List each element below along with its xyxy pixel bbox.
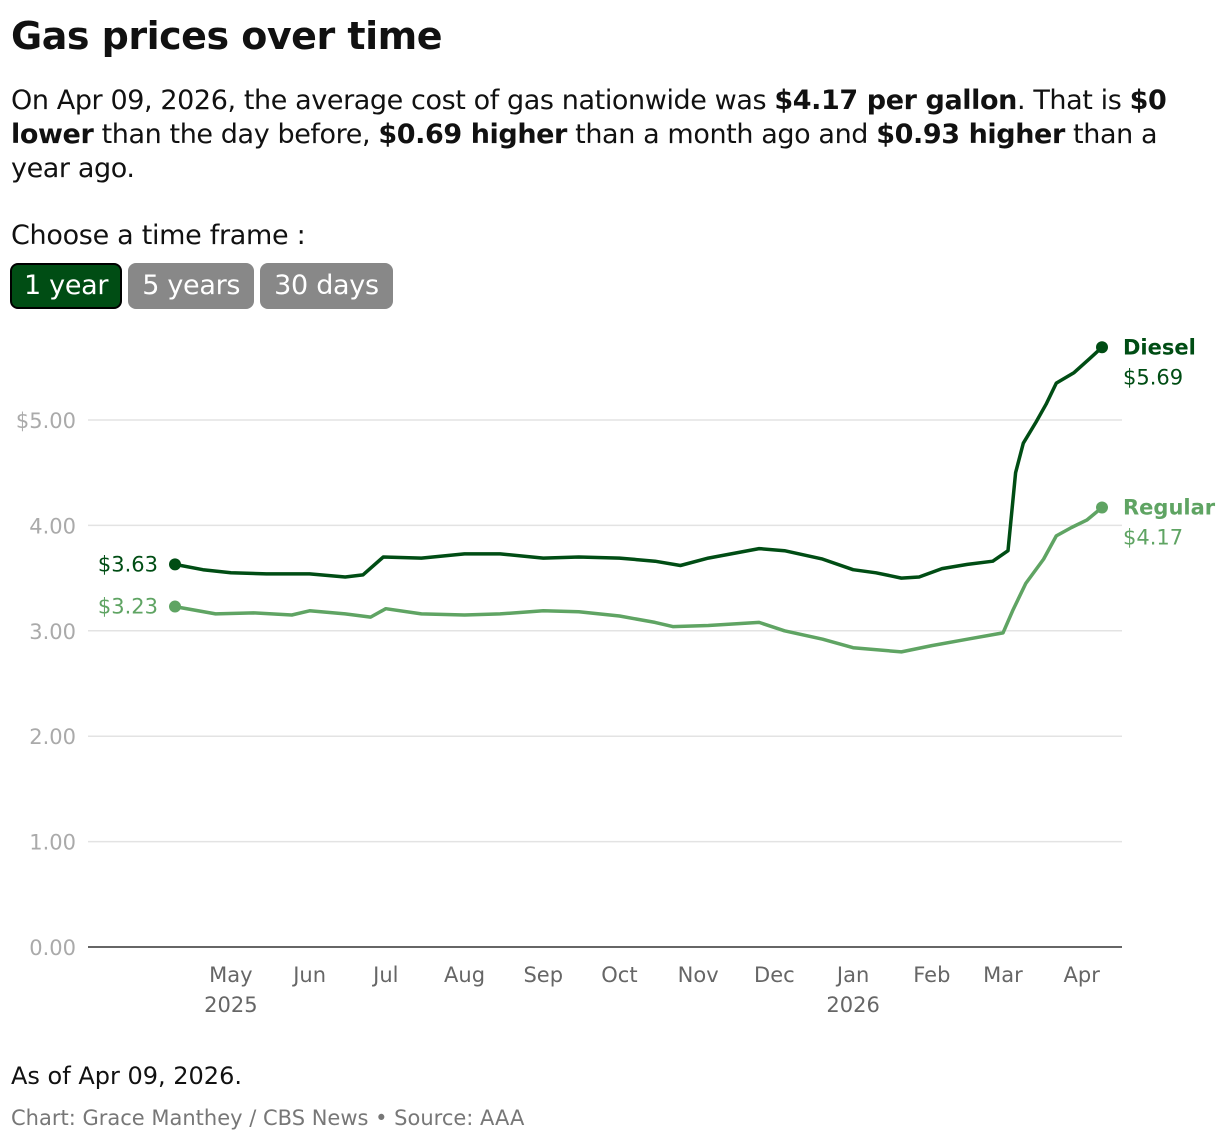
x-tick-year-label: 2025 bbox=[204, 993, 257, 1017]
summary-part: than a year ago. bbox=[11, 119, 1158, 184]
x-tick-label: Sep bbox=[523, 963, 563, 987]
x-tick-label: Apr bbox=[1064, 963, 1101, 987]
timeframe-30-days-button[interactable]: 30 days bbox=[260, 263, 393, 309]
diesel-series-name: Diesel bbox=[1123, 335, 1196, 359]
year-change: $0.93 higher bbox=[876, 119, 1065, 150]
summary-text: On Apr 09, 2026, the average cost of gas… bbox=[11, 84, 1201, 186]
diesel-start-label: $3.63 bbox=[98, 552, 158, 576]
x-tick-label: Mar bbox=[983, 963, 1023, 987]
x-tick-label: Jun bbox=[291, 963, 326, 987]
timeframe-label: Choose a time frame : bbox=[11, 220, 306, 251]
page-title: Gas prices over time bbox=[11, 14, 442, 58]
current-price: $4.17 per gallon bbox=[774, 85, 1017, 116]
diesel-end-label: $5.69 bbox=[1123, 365, 1183, 389]
x-tick-label: Nov bbox=[678, 963, 719, 987]
month-change: $0.69 higher bbox=[378, 119, 567, 150]
regular-end-label: $4.17 bbox=[1123, 525, 1183, 549]
regular-end-marker bbox=[1096, 501, 1108, 514]
timeframe-buttons: 1 year 5 years 30 days bbox=[10, 263, 393, 309]
regular-start-label: $3.23 bbox=[98, 595, 158, 619]
regular-start-marker bbox=[169, 600, 181, 613]
y-tick-label: 1.00 bbox=[29, 831, 76, 855]
x-tick-label: Aug bbox=[444, 963, 485, 987]
diesel-start-marker bbox=[169, 558, 181, 571]
x-tick-label: Dec bbox=[754, 963, 795, 987]
y-tick-label: 4.00 bbox=[29, 514, 76, 538]
summary-part: than a month ago and bbox=[566, 119, 877, 150]
credit-line: Chart: Grace Manthey / CBS News • Source… bbox=[11, 1106, 525, 1130]
timeframe-1-year-button[interactable]: 1 year bbox=[10, 263, 123, 309]
x-tick-label: Jul bbox=[371, 963, 398, 987]
x-tick-year-label: 2026 bbox=[826, 993, 879, 1017]
x-tick-label: May bbox=[209, 963, 252, 987]
summary-part: . That is bbox=[1016, 85, 1130, 116]
x-tick-label: Oct bbox=[601, 963, 637, 987]
regular-series-name: Regular bbox=[1123, 495, 1216, 519]
day-change: $0 lower bbox=[11, 85, 1167, 150]
regular-line bbox=[174, 506, 1104, 654]
x-tick-label: Feb bbox=[913, 963, 950, 987]
diesel-line bbox=[174, 346, 1104, 580]
y-tick-label: 2.00 bbox=[29, 725, 76, 749]
y-tick-label: 0.00 bbox=[29, 936, 76, 960]
timeframe-5-years-button[interactable]: 5 years bbox=[128, 263, 255, 309]
y-tick-label: 3.00 bbox=[29, 620, 76, 644]
as-of-note: As of Apr 09, 2026. bbox=[11, 1062, 242, 1090]
summary-part: On Apr 09, 2026, the average cost of gas… bbox=[11, 85, 775, 116]
summary-part: than the day before, bbox=[93, 119, 379, 150]
y-tick-label: $5.00 bbox=[16, 409, 76, 433]
diesel-end-marker bbox=[1096, 341, 1108, 354]
x-tick-label: Jan bbox=[835, 963, 869, 987]
